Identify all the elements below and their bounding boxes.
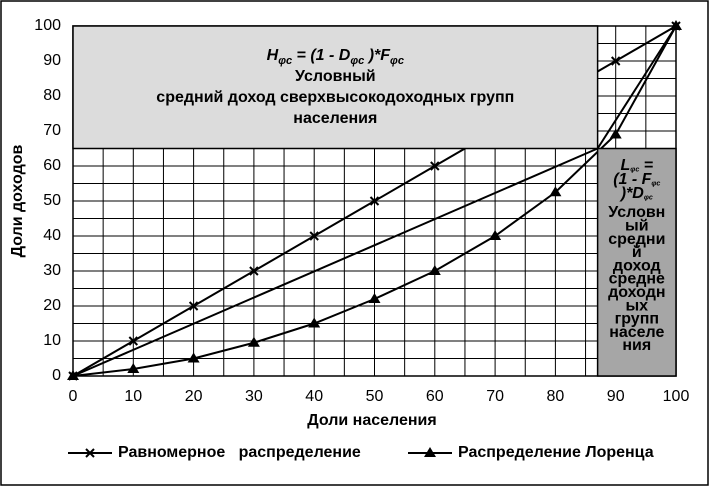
y-tick-label: 40 (43, 227, 61, 244)
formula: )*Dφс (619, 185, 653, 202)
formula-subscript: φс (644, 193, 653, 201)
y-tick-label: 0 (52, 367, 61, 384)
annotation-text: Условный (295, 68, 376, 85)
point (609, 128, 622, 139)
annotation-text: ых (626, 297, 649, 314)
legend-marker (85, 448, 95, 458)
y-tick-label: 10 (43, 332, 61, 349)
formula-part: L (621, 157, 631, 174)
annotation-text: средний доход сверхвысокодоходных групп (156, 89, 514, 106)
annotation-text: ния (622, 337, 651, 354)
annotation-text: средне (609, 271, 665, 288)
x-tick-label: 50 (366, 388, 384, 405)
x-tick-label: 20 (185, 388, 203, 405)
y-tick-label: 50 (43, 192, 61, 209)
y-tick-label: 20 (43, 297, 61, 314)
x-tick-label: 90 (607, 388, 625, 405)
annotation-text: й (632, 244, 642, 261)
x-tick-label: 0 (69, 388, 78, 405)
annotation-text: населения (293, 110, 377, 127)
formula-part: = (1 - D (292, 47, 351, 64)
point (187, 352, 200, 363)
annotation-box (596, 147, 677, 377)
formula-subscript: φс (278, 55, 292, 67)
formula-part: = (639, 157, 653, 174)
annotation-text: средни (608, 231, 665, 248)
formula: (1 - Fφс (613, 171, 660, 188)
y-axis-label: Доли доходов (9, 144, 26, 257)
point (247, 336, 260, 347)
point (249, 266, 259, 276)
x-axis-label: Доли населения (307, 412, 436, 429)
point (670, 20, 682, 30)
y-tick-label: 30 (43, 262, 61, 279)
point (368, 293, 381, 303)
formula-subscript: φс (390, 55, 404, 67)
y-tick-label: 70 (43, 122, 61, 139)
y-tick-label: 90 (43, 52, 61, 69)
formula-part: )*F (364, 47, 391, 64)
point (309, 231, 319, 241)
annotation-box (72, 25, 599, 150)
formula: Lφс = (621, 157, 654, 174)
annotation-text: ый (625, 218, 649, 235)
point (428, 265, 441, 275)
annotation-text: доходн (608, 284, 665, 301)
formula: Hφс = (1 - Dφс )*Fφс (267, 47, 404, 67)
point (369, 196, 380, 206)
point (549, 186, 562, 197)
formula-subscript: φс (651, 179, 660, 187)
x-tick-label: 30 (245, 388, 263, 405)
formula-part: )*D (619, 185, 645, 202)
y-tick-label: 60 (43, 157, 61, 174)
x-tick-label: 80 (547, 388, 565, 405)
x-tick-label: 100 (663, 388, 690, 405)
formula-subscript: φс (630, 165, 639, 173)
point (188, 301, 199, 311)
point (489, 230, 502, 240)
formula-part: (1 - F (613, 171, 652, 188)
x-tick-label: 10 (124, 388, 142, 405)
annotation-text: Условн (608, 204, 665, 221)
annotation-text: населе (609, 324, 664, 341)
point (128, 336, 139, 346)
point (67, 370, 79, 380)
point (430, 161, 440, 171)
legend-marker (424, 447, 436, 457)
annotation-text: доход (613, 257, 661, 274)
legend-label: Равномерное распределение (118, 444, 361, 461)
point (127, 363, 140, 373)
annotation-text: групп (615, 311, 659, 328)
legend-label: Распределение Лоренца (458, 444, 654, 461)
y-tick-label: 80 (43, 87, 61, 104)
x-tick-label: 70 (486, 388, 504, 405)
y-tick-label: 100 (34, 17, 61, 34)
formula-subscript: φс (350, 55, 364, 67)
formula-part: H (267, 47, 279, 64)
x-tick-label: 40 (305, 388, 323, 405)
point (610, 56, 621, 66)
point (308, 317, 321, 328)
x-tick-label: 60 (426, 388, 444, 405)
